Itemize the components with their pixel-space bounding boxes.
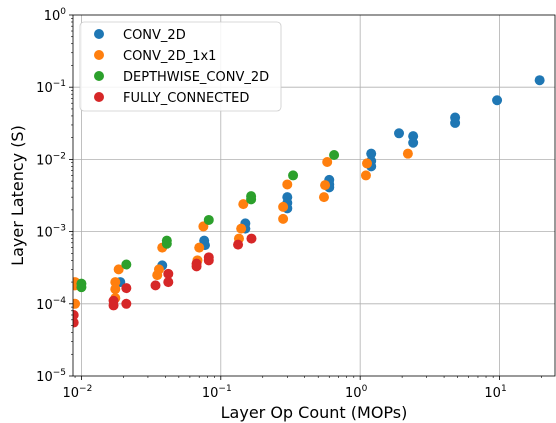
data-point xyxy=(73,309,79,320)
y-axis-label: Layer Latency (S) xyxy=(8,125,27,266)
data-point xyxy=(278,213,289,224)
data-point xyxy=(163,268,174,279)
data-point xyxy=(329,150,340,161)
data-point xyxy=(246,233,257,244)
data-point xyxy=(163,277,174,288)
legend-label: FULLY_CONNECTED xyxy=(123,91,249,106)
data-point xyxy=(194,242,205,253)
y-tick-label: 100 xyxy=(44,7,67,24)
legend: CONV_2D CONV_2D_1x1 DEPTHWISE_CONV_2D FULLY… xyxy=(79,21,282,112)
data-point xyxy=(408,137,419,148)
data-point xyxy=(73,298,81,309)
data-point xyxy=(278,201,289,212)
data-point xyxy=(233,239,244,250)
data-point xyxy=(150,280,161,291)
y-tick-label: 10−4 xyxy=(36,296,66,313)
data-point xyxy=(73,317,79,328)
data-point xyxy=(362,158,373,169)
y-tick-label: 10−1 xyxy=(36,79,66,96)
legend-label: DEPTHWISE_CONV_2D xyxy=(123,70,269,85)
series-conv-2d-1x1 xyxy=(73,148,413,309)
data-point xyxy=(110,284,121,295)
legend-label: CONV_2D xyxy=(123,28,186,43)
data-point xyxy=(238,199,249,210)
data-point xyxy=(203,255,214,266)
data-point xyxy=(110,277,121,288)
axis-ticks: 10−2 10−1 100 101 10−5 10−4 10−3 10−2 10−1 100 xyxy=(36,7,542,401)
data-point xyxy=(320,180,331,191)
legend-marker xyxy=(94,50,104,60)
data-points xyxy=(73,75,545,328)
data-point xyxy=(191,261,202,272)
data-point xyxy=(322,157,333,168)
plot-frame xyxy=(72,14,556,377)
y-tick-label: 10−3 xyxy=(36,224,66,241)
data-point xyxy=(203,214,214,225)
legend-marker xyxy=(94,71,104,81)
legend-box xyxy=(79,21,282,112)
data-point xyxy=(534,75,545,86)
data-point xyxy=(76,282,87,293)
data-point xyxy=(492,95,503,106)
data-point xyxy=(288,170,299,181)
data-point xyxy=(121,298,132,309)
data-point xyxy=(318,192,329,203)
data-point xyxy=(450,117,461,128)
data-point xyxy=(153,264,164,275)
y-tick-label: 10−5 xyxy=(36,368,66,385)
x-axis-label: Layer Op Count (MOPs) xyxy=(221,403,408,422)
data-point xyxy=(394,128,405,139)
data-point xyxy=(366,148,377,159)
data-point xyxy=(360,170,371,181)
x-tick-label: 101 xyxy=(484,384,506,401)
series-fully-connected xyxy=(73,233,257,328)
x-tick-label: 10−1 xyxy=(202,384,232,401)
data-point xyxy=(113,264,124,275)
data-point xyxy=(121,259,132,270)
data-point xyxy=(161,238,172,249)
data-point xyxy=(121,283,132,294)
legend-label: CONV_2D_1x1 xyxy=(123,49,216,64)
legend-marker xyxy=(94,92,104,102)
data-point xyxy=(108,300,119,311)
data-point xyxy=(236,223,247,234)
data-point xyxy=(246,194,257,205)
x-tick-label: 100 xyxy=(345,384,368,401)
y-tick-label: 10−2 xyxy=(36,151,66,168)
x-tick-label: 10−2 xyxy=(63,384,93,401)
legend-marker xyxy=(94,29,104,39)
series-depthwise-conv-2d xyxy=(76,150,340,293)
data-point xyxy=(402,148,413,159)
data-point xyxy=(282,179,293,190)
